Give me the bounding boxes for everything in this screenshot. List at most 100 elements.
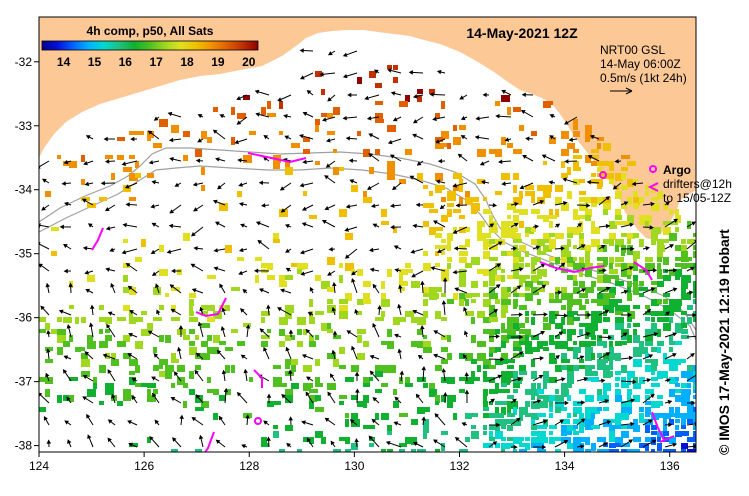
sst-pixel <box>537 383 541 391</box>
sst-pixel <box>579 419 587 427</box>
sst-pixel <box>51 227 59 231</box>
sst-pixel <box>627 317 632 322</box>
current-arrowhead <box>45 348 51 353</box>
sst-pixel <box>519 437 524 441</box>
sst-pixel <box>669 347 673 352</box>
sst-pixel <box>675 275 680 280</box>
sst-pixel <box>555 197 562 205</box>
sst-pixel <box>591 155 599 159</box>
sst-pixel <box>621 365 627 373</box>
sst-pixel <box>585 365 592 372</box>
current-arrowhead <box>68 282 73 287</box>
current-arrowhead <box>84 270 90 275</box>
sst-pixel <box>567 425 576 431</box>
sst-pixel <box>57 335 66 343</box>
sst-pixel <box>405 311 414 317</box>
current-arrowhead <box>645 246 650 251</box>
drifter-track <box>651 411 665 441</box>
sst-pixel <box>417 317 426 325</box>
sst-pixel <box>489 239 497 244</box>
current-arrowhead <box>580 244 586 249</box>
sst-pixel <box>543 269 547 277</box>
sst-pixel <box>669 233 677 241</box>
sst-pixel <box>627 323 631 328</box>
sst-pixel <box>387 431 392 435</box>
sst-pixel <box>129 197 136 201</box>
sst-pixel <box>597 293 605 300</box>
sst-pixel <box>369 167 374 174</box>
current-arrowhead <box>603 442 609 447</box>
current-arrowhead <box>62 369 68 374</box>
sst-pixel <box>363 299 371 304</box>
sst-pixel <box>609 449 615 452</box>
sst-pixel <box>129 311 133 319</box>
sst-pixel <box>579 233 584 239</box>
sst-pixel <box>519 323 525 328</box>
sst-pixel <box>381 413 389 420</box>
sst-pixel <box>489 425 495 430</box>
current-arrowhead <box>105 267 110 272</box>
sst-pixel <box>483 281 488 287</box>
current-arrowhead <box>319 72 324 77</box>
sst-pixel <box>111 353 116 360</box>
current-arrowhead <box>548 180 554 185</box>
current-arrowhead <box>257 239 263 245</box>
sst-pixel <box>591 299 600 303</box>
sst-pixel <box>477 311 485 318</box>
sst-pixel <box>45 323 50 330</box>
sst-pixel <box>537 389 544 394</box>
sst-pixel <box>81 359 90 367</box>
sst-pixel <box>441 359 448 364</box>
sst-pixel <box>561 245 569 252</box>
sst-pixel <box>45 359 53 363</box>
sst-pixel <box>477 221 485 227</box>
sst-pixel <box>327 257 335 265</box>
sst-pixel <box>507 323 514 331</box>
sst-pixel <box>309 317 315 324</box>
sst-pixel <box>621 305 630 312</box>
sst-pixel <box>693 299 696 304</box>
sst-pixel <box>597 365 606 370</box>
sst-pixel <box>603 239 611 244</box>
sst-pixel <box>555 437 563 441</box>
y-tick-label: -36 <box>15 311 33 325</box>
current-arrowhead <box>39 263 43 268</box>
current-arrowhead <box>390 224 395 230</box>
current-arrowhead <box>489 223 495 228</box>
current-arrowhead <box>628 439 634 444</box>
sst-pixel <box>645 437 653 442</box>
sst-pixel <box>327 287 334 292</box>
sst-pixel <box>525 389 531 395</box>
sst-pixel <box>303 149 310 154</box>
sst-pixel <box>441 197 446 202</box>
current-arrowhead <box>586 179 592 185</box>
sst-pixel <box>459 185 463 192</box>
current-arrowhead <box>342 115 347 121</box>
sst-pixel <box>495 329 500 334</box>
sst-pixel <box>543 161 547 165</box>
drifter-track <box>247 152 307 164</box>
sst-pixel <box>435 173 443 181</box>
current-vector <box>686 374 696 382</box>
sst-pixel <box>657 317 665 322</box>
current-arrowhead <box>170 397 176 402</box>
sst-pixel <box>129 377 136 385</box>
current-arrowhead <box>435 179 441 184</box>
current-arrowhead <box>691 400 696 406</box>
sst-pixel <box>675 227 679 232</box>
sst-pixel <box>351 395 358 400</box>
sst-pixel <box>405 377 410 384</box>
sst-pixel <box>123 353 131 359</box>
sst-pixel <box>675 377 679 381</box>
drifter-legend: Argo drifters@12h to 15/05-12Z <box>647 163 732 205</box>
current-arrowhead <box>169 209 175 214</box>
sst-pixel <box>657 341 664 346</box>
current-arrowhead <box>351 278 356 283</box>
current-arrowhead <box>87 223 93 228</box>
sst-pixel <box>609 233 616 240</box>
sst-pixel <box>609 365 613 370</box>
current-arrowhead <box>498 159 503 165</box>
current-arrowhead <box>349 419 355 424</box>
sst-pixel <box>147 389 151 395</box>
sst-pixel <box>39 377 45 382</box>
